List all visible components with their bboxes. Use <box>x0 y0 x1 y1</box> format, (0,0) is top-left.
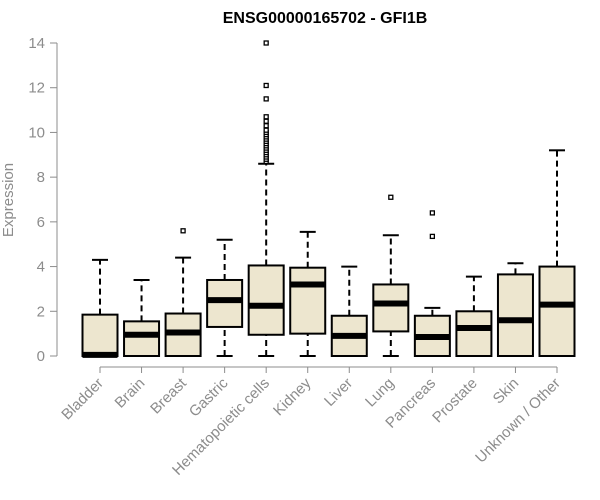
y-tick-label: 8 <box>37 169 45 186</box>
x-tick-label: Prostate <box>429 375 481 427</box>
outlier-point <box>263 127 269 133</box>
box-7 <box>372 194 410 357</box>
box-6 <box>330 265 368 357</box>
box-10 <box>496 262 534 357</box>
box-5 <box>289 230 327 357</box>
box-9 <box>455 275 493 357</box>
outlier-point <box>263 123 269 129</box>
y-tick-label: 12 <box>28 80 45 97</box>
x-tick-label: Kidney <box>270 374 315 419</box>
outlier-point <box>388 194 394 200</box>
box-3 <box>206 238 244 357</box>
box-4 <box>247 40 285 357</box>
box-iqr <box>81 313 119 357</box>
outlier-point <box>429 233 436 240</box>
x-tick-label: Lung <box>362 375 398 411</box>
box-iqr <box>247 264 285 336</box>
x-tick-label: Breast <box>147 374 190 417</box>
x-tick-label: Liver <box>321 375 356 410</box>
chart-title: ENSG00000165702 - GFI1B <box>223 10 428 27</box>
boxes <box>81 40 576 358</box>
box-iqr <box>206 278 244 328</box>
y-tick-label: 6 <box>37 214 45 231</box>
box-0 <box>81 258 119 358</box>
box-1 <box>123 278 161 358</box>
box-iqr <box>123 320 161 358</box>
axes: 0 2 4 6 8 10 12 14 <box>28 35 557 368</box>
box-iqr <box>538 265 576 358</box>
x-tick-label: Skin <box>490 375 523 408</box>
outlier-point <box>263 96 269 102</box>
outlier-point <box>263 118 269 124</box>
outlier-point <box>263 82 269 89</box>
box-iqr <box>455 310 493 357</box>
outlier-point <box>180 228 186 234</box>
outlier-point <box>429 210 436 216</box>
y-tick-label: 14 <box>28 35 45 52</box>
outlier-point <box>263 114 269 120</box>
y-tick-label: 10 <box>28 124 45 141</box>
outlier-point <box>263 40 269 46</box>
y-axis-label: Expression <box>0 163 17 237</box>
box-2 <box>164 228 202 357</box>
x-tick-label: Brain <box>112 375 149 412</box>
x-tick-label: Bladder <box>58 375 107 424</box>
box-iqr <box>372 283 410 333</box>
y-tick-label: 4 <box>37 259 45 276</box>
box-iqr <box>289 266 327 335</box>
box-11 <box>538 149 576 358</box>
y-tick-label: 2 <box>37 303 45 320</box>
box-iqr <box>496 273 534 357</box>
box-8 <box>413 210 451 357</box>
y-tick-label: 0 <box>37 348 45 365</box>
